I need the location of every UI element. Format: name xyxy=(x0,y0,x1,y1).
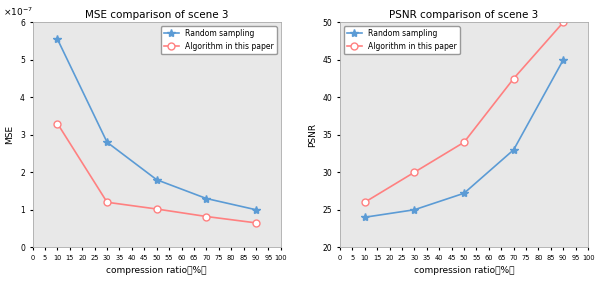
Random sampling xyxy=(460,192,467,195)
Random sampling xyxy=(411,208,418,211)
Random sampling xyxy=(203,197,210,200)
Y-axis label: PSNR: PSNR xyxy=(308,123,317,147)
Random sampling xyxy=(253,208,260,211)
Y-axis label: MSE: MSE xyxy=(5,125,14,144)
Legend: Random sampling, Algorithm in this paper: Random sampling, Algorithm in this paper xyxy=(344,26,460,54)
Legend: Random sampling, Algorithm in this paper: Random sampling, Algorithm in this paper xyxy=(161,26,277,54)
Line: Algorithm in this paper: Algorithm in this paper xyxy=(54,120,259,226)
Random sampling xyxy=(153,178,160,182)
Random sampling xyxy=(510,148,517,151)
Line: Random sampling: Random sampling xyxy=(53,35,260,214)
X-axis label: compression ratio（%）: compression ratio（%） xyxy=(106,266,207,275)
Text: $\times10^{-7}$: $\times10^{-7}$ xyxy=(3,5,32,18)
Algorithm in this paper xyxy=(560,21,567,24)
Random sampling xyxy=(361,216,368,219)
Random sampling xyxy=(103,140,110,144)
Algorithm in this paper xyxy=(103,201,110,204)
Algorithm in this paper xyxy=(253,221,260,225)
Title: PSNR comparison of scene 3: PSNR comparison of scene 3 xyxy=(389,10,539,20)
Algorithm in this paper xyxy=(203,215,210,218)
Algorithm in this paper xyxy=(361,201,368,204)
Line: Random sampling: Random sampling xyxy=(361,56,568,221)
Algorithm in this paper xyxy=(153,207,160,211)
Algorithm in this paper xyxy=(510,77,517,80)
Title: MSE comparison of scene 3: MSE comparison of scene 3 xyxy=(85,10,229,20)
Line: Algorithm in this paper: Algorithm in this paper xyxy=(361,19,567,206)
Algorithm in this paper xyxy=(54,122,61,125)
Algorithm in this paper xyxy=(460,140,467,144)
Random sampling xyxy=(54,37,61,41)
Algorithm in this paper xyxy=(411,171,418,174)
Random sampling xyxy=(560,58,567,62)
X-axis label: compression ratio（%）: compression ratio（%） xyxy=(414,266,514,275)
